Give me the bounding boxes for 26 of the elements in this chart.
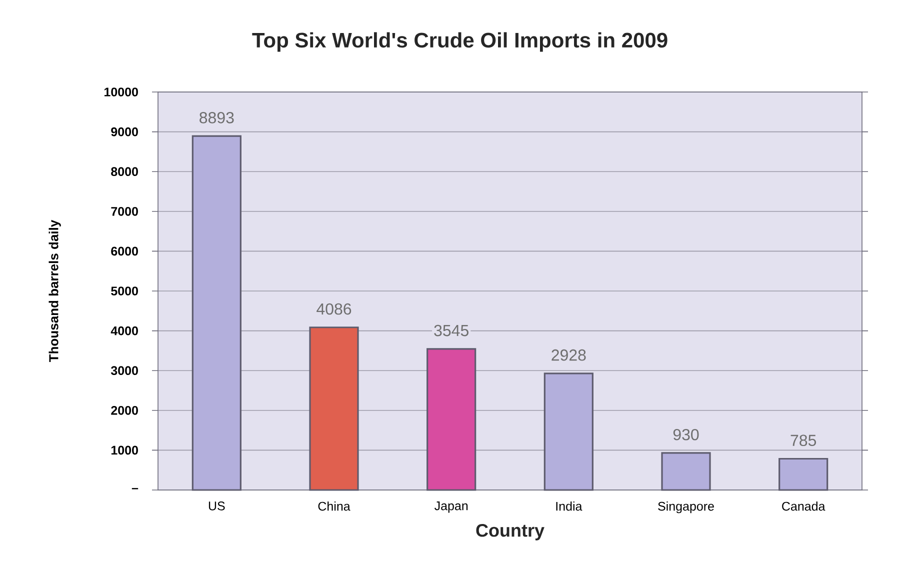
y-tick-label: 7000 xyxy=(111,206,138,216)
y-axis-title: Thousand barrels daily xyxy=(48,220,61,362)
y-tick-label: 5000 xyxy=(111,286,138,296)
x-tick-label: Singapore xyxy=(658,502,714,514)
data-label: 3545 xyxy=(434,324,468,336)
x-tick-label: Japan xyxy=(434,502,468,513)
y-tick-label: 1000 xyxy=(111,446,138,455)
chart-title: Top Six World's Crude Oil Imports in 2009 xyxy=(252,32,668,52)
y-tick-label: 9000 xyxy=(111,127,138,136)
y-tick-label: 6000 xyxy=(111,246,138,256)
data-label: 2928 xyxy=(552,349,586,361)
x-tick-label: US xyxy=(208,502,225,510)
y-tick-label: 10000 xyxy=(104,88,138,96)
y-tick-label: 2000 xyxy=(111,406,138,415)
y-tick-label: 8000 xyxy=(111,167,138,176)
y-tick-label: – xyxy=(132,488,138,490)
data-label: 8893 xyxy=(200,112,234,124)
x-axis-title: Country xyxy=(476,524,544,540)
data-label: 785 xyxy=(790,434,816,446)
x-tick-label: India xyxy=(556,502,582,511)
data-label: 930 xyxy=(673,428,699,440)
data-label: 4086 xyxy=(316,303,352,315)
x-tick-label: Canada xyxy=(782,502,826,511)
x-tick-label: China xyxy=(318,502,350,511)
y-tick-label: 3000 xyxy=(110,366,138,376)
y-tick-label: 4000 xyxy=(110,326,138,336)
